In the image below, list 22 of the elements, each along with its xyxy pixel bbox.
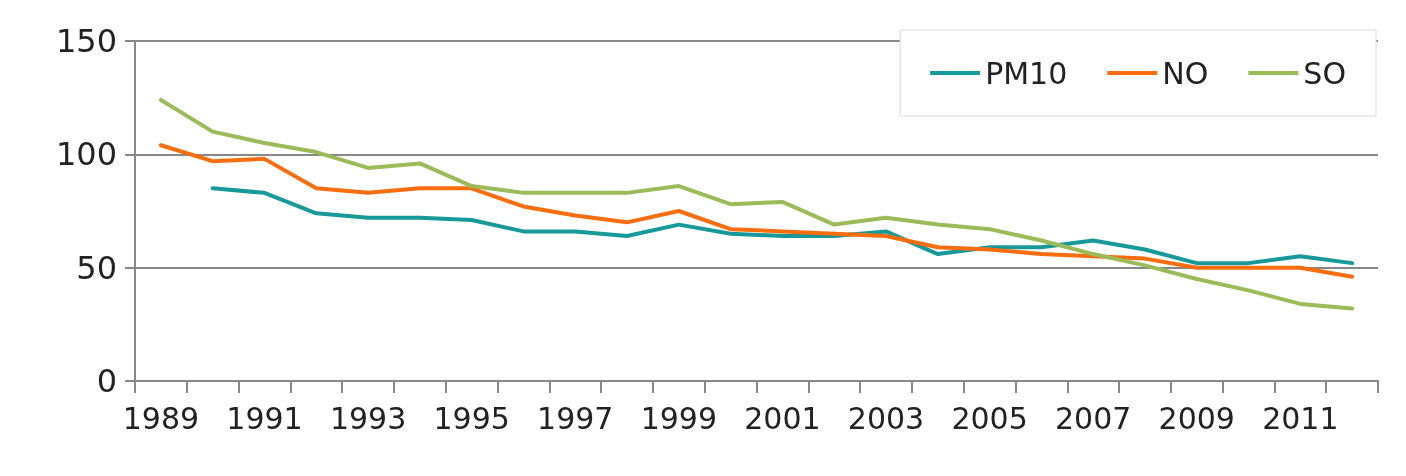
x-tick-label: 2005 — [951, 400, 1028, 436]
x-tick-label: 1991 — [226, 400, 303, 436]
line-series — [158, 97, 1355, 311]
legend-label: PM10 — [985, 55, 1068, 91]
y-tick-label: 0 — [96, 362, 117, 400]
x-tick-label: 1995 — [433, 400, 510, 436]
x-tick-label: 2007 — [1054, 400, 1132, 436]
x-tick-label: 2011 — [1262, 400, 1339, 436]
x-tick-label: 2009 — [1158, 400, 1235, 436]
x-tick-label: 2003 — [847, 400, 925, 436]
x-tick-label: 1997 — [537, 400, 614, 436]
y-tick-label: 100 — [55, 135, 117, 174]
line-series — [158, 143, 1355, 279]
legend-label: NO — [1162, 55, 1209, 91]
x-tick-label: 1993 — [329, 400, 407, 436]
y-tick-label: 150 — [55, 22, 117, 60]
line-series — [210, 186, 1355, 266]
legend-label: SO — [1303, 55, 1346, 91]
x-tick-label: 1989 — [122, 400, 200, 436]
x-tick-label: 1999 — [640, 400, 717, 436]
y-tick-label: 50 — [76, 248, 117, 287]
x-tick-label: 2001 — [744, 400, 821, 436]
